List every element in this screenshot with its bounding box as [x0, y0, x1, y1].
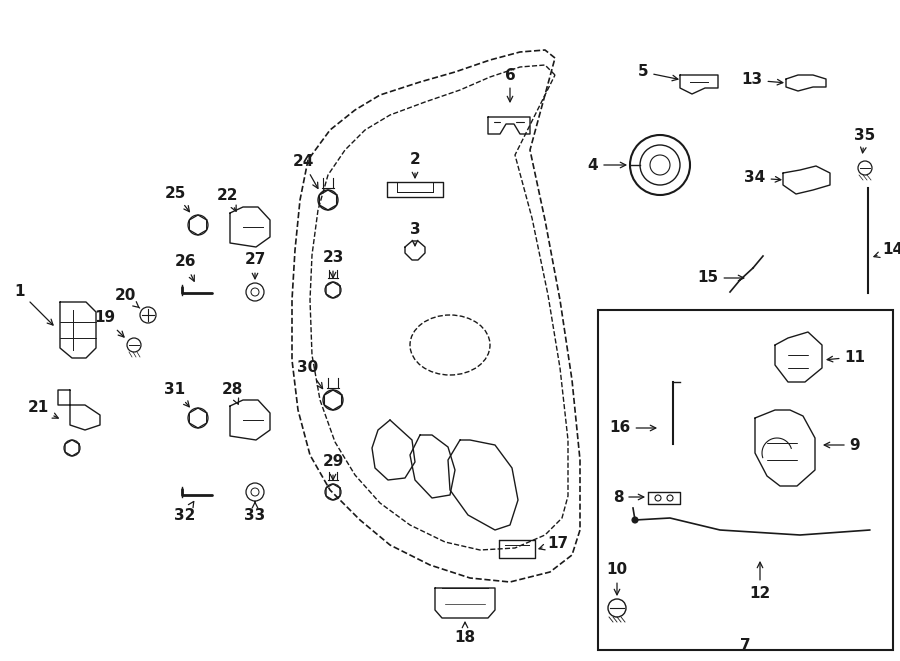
Bar — [598, 310, 893, 650]
Text: 30: 30 — [297, 360, 322, 389]
Text: 8: 8 — [613, 490, 644, 504]
Text: 31: 31 — [165, 383, 189, 407]
Text: 5: 5 — [638, 65, 678, 81]
Text: 7: 7 — [740, 637, 751, 652]
Text: 3: 3 — [410, 223, 420, 246]
Text: 23: 23 — [322, 251, 344, 278]
Text: 29: 29 — [322, 455, 344, 480]
Text: 17: 17 — [539, 535, 569, 551]
Text: 2: 2 — [410, 153, 420, 178]
Text: 1: 1 — [14, 284, 53, 325]
Text: 19: 19 — [94, 311, 124, 337]
Text: 25: 25 — [165, 186, 189, 212]
Text: 4: 4 — [588, 157, 626, 173]
Text: 14: 14 — [874, 243, 900, 258]
Text: 12: 12 — [750, 562, 770, 600]
Text: 21: 21 — [27, 401, 58, 418]
Text: 24: 24 — [292, 155, 318, 188]
Text: 26: 26 — [175, 254, 196, 281]
Text: 33: 33 — [245, 502, 266, 522]
Text: 6: 6 — [505, 67, 516, 102]
Text: 28: 28 — [221, 383, 243, 404]
Text: 10: 10 — [607, 563, 627, 595]
Text: 20: 20 — [114, 288, 140, 308]
Circle shape — [632, 517, 638, 523]
Text: 35: 35 — [854, 128, 876, 153]
Text: 22: 22 — [217, 188, 239, 212]
Text: 34: 34 — [744, 171, 781, 186]
Text: 15: 15 — [698, 270, 743, 286]
Text: 9: 9 — [824, 438, 860, 453]
Text: 16: 16 — [609, 420, 656, 436]
Text: 18: 18 — [454, 622, 475, 644]
Text: 32: 32 — [175, 502, 195, 522]
Text: 11: 11 — [827, 350, 866, 364]
Text: 27: 27 — [244, 253, 266, 279]
Text: 13: 13 — [742, 73, 783, 87]
